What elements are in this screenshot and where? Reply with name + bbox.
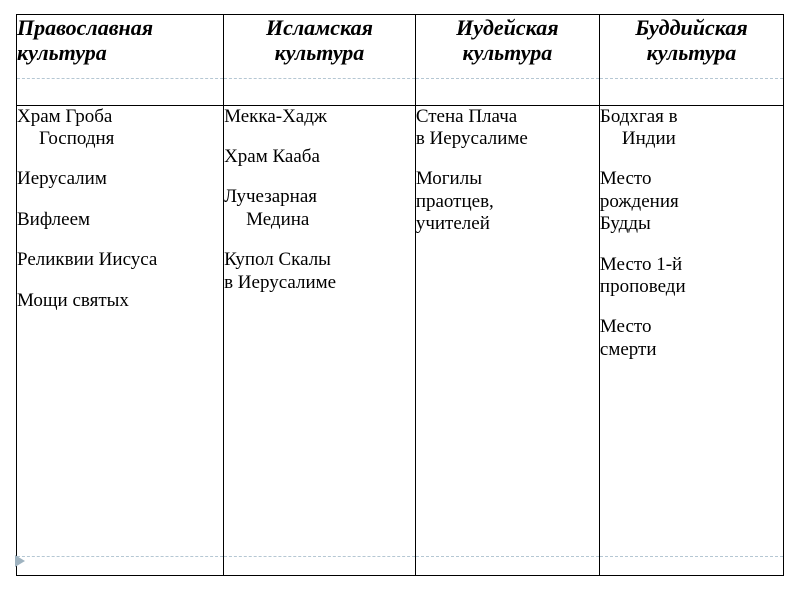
list-item: Место 1-й проповеди — [600, 254, 783, 299]
hdr-l1: Исламская — [266, 15, 373, 40]
list-item: Иерусалим — [17, 168, 223, 190]
text: смерти — [600, 339, 657, 360]
list-item: Могилы праотцев, учителей — [416, 168, 599, 235]
text: Могилы — [416, 168, 482, 189]
text: учителей — [416, 213, 490, 234]
cell-judaic: Стена Плача в Иерусалиме Могилы праотцев… — [415, 105, 599, 575]
list-item: Вифлеем — [17, 209, 223, 231]
cell-buddhist: Бодхгая в Индии Место рождения Будды Мес… — [599, 105, 783, 575]
text: Место — [600, 168, 652, 189]
text: Храм Кааба — [224, 146, 320, 167]
header-row: Православная культура Исламская культура… — [17, 15, 784, 106]
list-item: Лучезарная Медина — [224, 186, 415, 231]
text: Реликвии Иисуса — [17, 249, 157, 270]
body-row: Храм Гроба Господня Иерусалим Вифлеем Ре… — [17, 105, 784, 575]
list-item: Мекка-Хадж — [224, 106, 415, 128]
text: Вифлеем — [17, 209, 90, 230]
hdr-l2: культура — [647, 40, 737, 65]
text: Будды — [600, 213, 651, 234]
col-header-judaic: Иудейская культура — [415, 15, 599, 106]
footer-dashed-rule — [17, 556, 223, 557]
footer-dashed-rule — [416, 556, 599, 557]
text: Бодхгая в — [600, 106, 678, 127]
text: Купол Скалы — [224, 249, 331, 270]
hdr-l1: Буддийская — [635, 15, 747, 40]
col-header-islam: Исламская культура — [224, 15, 416, 106]
text: Мощи святых — [17, 290, 129, 311]
text: Медина — [224, 209, 415, 231]
col-header-buddhist: Буддийская культура — [599, 15, 783, 106]
list-item: Место рождения Будды — [600, 168, 783, 235]
arrow-icon — [15, 555, 25, 567]
list-item: Храм Кааба — [224, 146, 415, 168]
hdr-l2: культура — [17, 40, 107, 65]
text: рождения — [600, 191, 679, 212]
cultures-table: Православная культура Исламская культура… — [16, 14, 784, 576]
hdr-l2: культура — [463, 40, 553, 65]
hdr-l2: культура — [275, 40, 365, 65]
text: Место 1-й — [600, 254, 682, 275]
text: Храм Гроба — [17, 106, 112, 127]
footer-dashed-rule — [224, 556, 415, 557]
text: Место — [600, 316, 652, 337]
list-item: Место смерти — [600, 316, 783, 361]
footer-dashed-rule — [600, 556, 783, 557]
text: Иерусалим — [17, 168, 107, 189]
list-item: Храм Гроба Господня — [17, 106, 223, 151]
list-item: Бодхгая в Индии — [600, 106, 783, 151]
list-item: Стена Плача в Иерусалиме — [416, 106, 599, 151]
text: праотцев, — [416, 191, 494, 212]
list-item: Купол Скалы в Иерусалиме — [224, 249, 415, 294]
cell-orthodox: Храм Гроба Господня Иерусалим Вифлеем Ре… — [17, 105, 224, 575]
text: Мекка-Хадж — [224, 106, 327, 127]
hdr-l1: Иудейская — [456, 15, 558, 40]
hdr-l1: Православная — [17, 15, 153, 40]
text: в Иерусалиме — [416, 128, 528, 149]
text: Стена Плача — [416, 106, 517, 127]
text: Индии — [600, 128, 783, 150]
text: в Иерусалиме — [224, 272, 336, 293]
list-item: Мощи святых — [17, 290, 223, 312]
text: проповеди — [600, 276, 686, 297]
list-item: Реликвии Иисуса — [17, 249, 223, 271]
text: Лучезарная — [224, 186, 317, 207]
text: Господня — [17, 128, 223, 150]
col-header-orthodox: Православная культура — [17, 15, 224, 106]
cell-islam: Мекка-Хадж Храм Кааба Лучезарная Медина … — [224, 105, 416, 575]
